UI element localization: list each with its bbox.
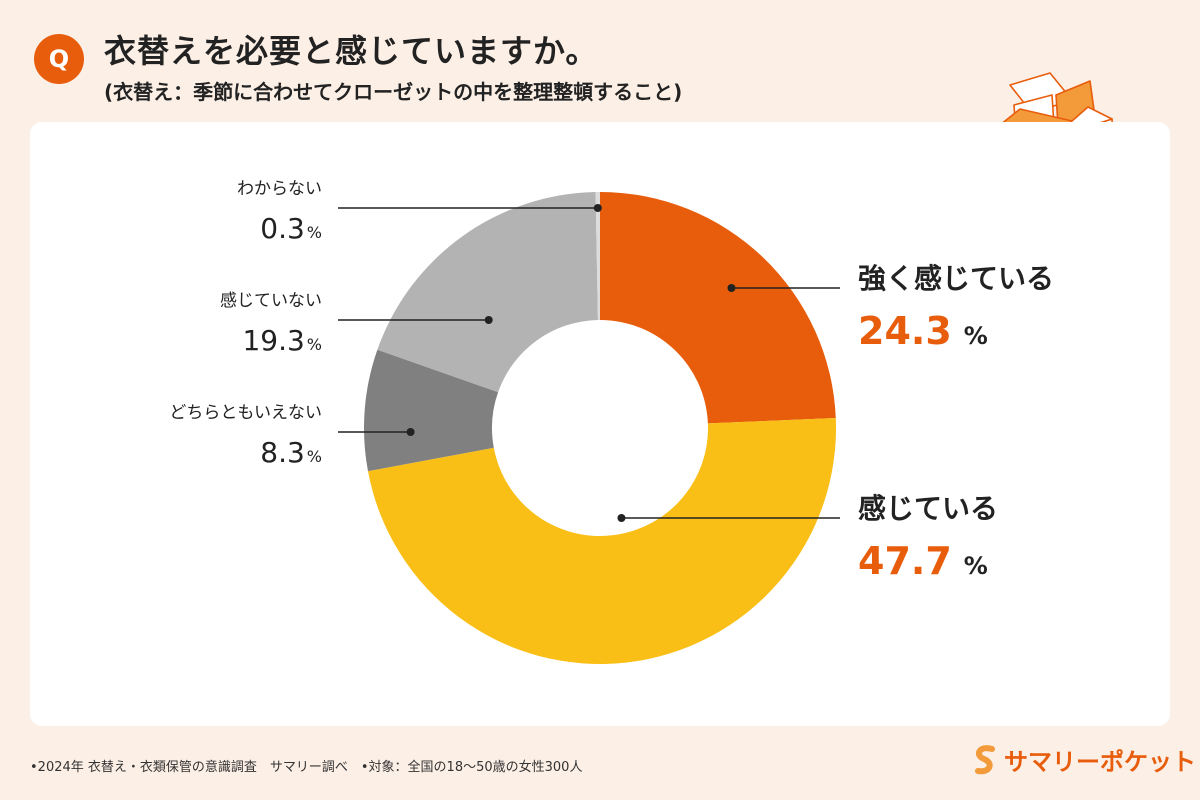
slice-unit-3: % [307,447,322,466]
slice-label-4: 感じていない [220,291,322,311]
slice-label-1: 強く感じている [858,262,1054,295]
page-subtitle: (衣替え：季節に合わせてクローゼットの中を整理整頓すること) [104,80,683,104]
slice-value-text-4: 19.3% [242,324,322,357]
slice-value-1: 24.3 [858,309,952,353]
slice-unit-4: % [307,335,322,354]
slice-label-3: どちらともいえない [169,403,322,423]
slice-value-5: 0.3 [260,212,305,245]
brand-mark-icon [975,744,995,774]
brand-name: サマリーポケット [1004,748,1196,776]
slice-value-2: 47.7 [858,539,952,583]
slice-label-2: 感じている [858,492,998,525]
slice-unit-5: % [307,223,322,242]
slice-value-3: 8.3 [260,436,305,469]
slice-value-text-5: 0.3% [260,212,322,245]
donut-slice-3 [363,349,499,472]
donut-slice-1 [600,192,836,424]
slice-value-text-1: 24.3% [858,309,988,353]
slice-value-4: 19.3 [242,324,304,357]
slice-value-text-2: 47.7% [858,539,988,583]
donut-chart: 強く感じている 24.3 % 感じている 47.7 % どちらともいえない 8.3 % 感じていな… [169,179,1054,664]
page-title: 衣替えを必要と感じていますか。 [104,32,599,70]
brand-logo: サマリーポケット [972,742,1196,777]
slice-label-5: わからない [237,179,322,199]
question-badge: Q [34,34,84,84]
survey-note: •2024年 衣替え・衣類保管の意識調査 サマリー調べ •対象：全国の18〜50… [30,760,583,775]
donut-slice-5 [595,192,600,321]
slice-value-text-3: 8.3% [260,436,322,469]
donut-slice-4 [377,192,598,393]
slice-unit-1: % [964,322,988,350]
donut-slice-2 [367,417,836,664]
chart-card: 強く感じている 24.3% 感じている 47.7% どちらともいえない 8.3% 感じていな… [30,122,1170,726]
slice-unit-2: % [964,552,988,580]
